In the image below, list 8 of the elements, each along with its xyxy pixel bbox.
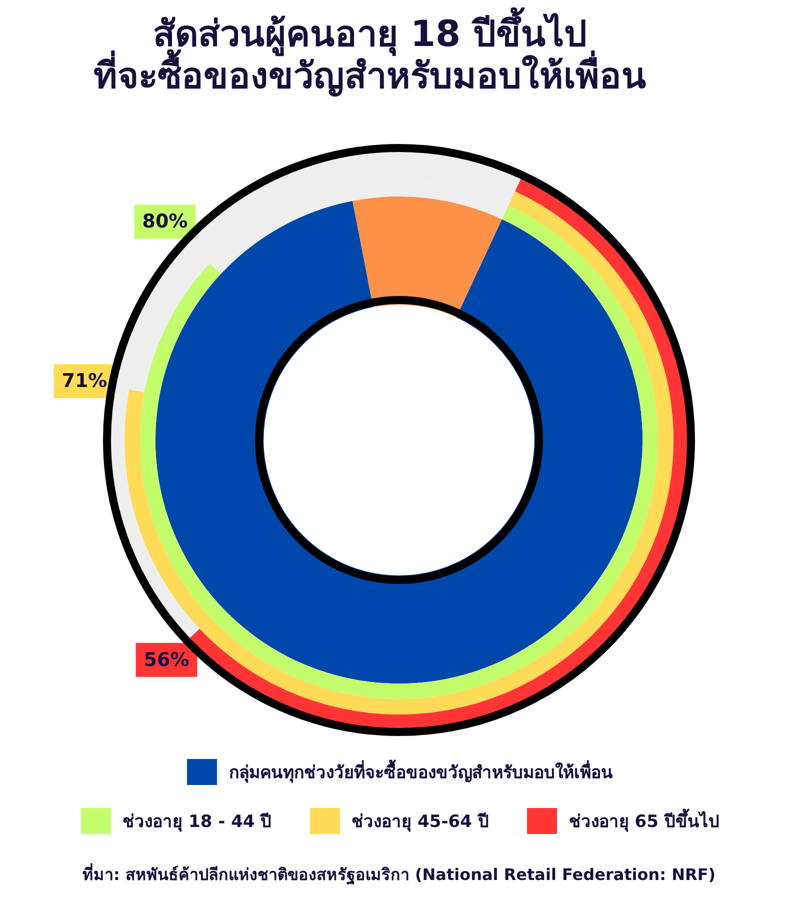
legend-label: ช่วงอายุ 65 ปีขึ้นไป — [568, 808, 720, 834]
text: ที่มา: สหพันธ์ค้าปลีกแห่งชาติของสหรัฐอเมริกา (National Retail Federation: NRF) — [81, 862, 717, 887]
legend-label: ช่วงอายุ 18 - 44 ปี — [122, 811, 272, 834]
legend-label: กลุ่มคนทุกช่วงวัยที่จะซื้อของขวัญสำหรับมอบให้เพื่อน — [229, 758, 613, 785]
data-label: 56% — [144, 648, 190, 671]
legend-label: ช่วงอายุ 45-64 ปี — [352, 811, 489, 834]
data-label: 71% — [62, 370, 108, 392]
data-label: 80% — [142, 210, 188, 233]
